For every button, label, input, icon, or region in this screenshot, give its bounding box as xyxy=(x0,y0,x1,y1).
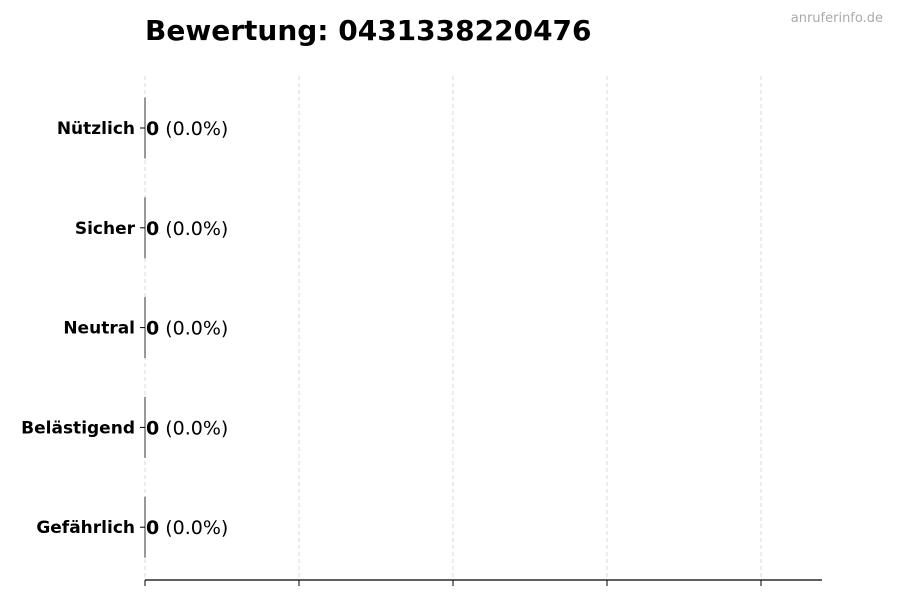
percent-label: (0.0%) xyxy=(165,318,228,340)
category-label: Neutral xyxy=(63,319,135,339)
count-label: 0 xyxy=(146,417,159,439)
axes: Nützlich Sicher Neutral Belästigend Gefährli… xyxy=(21,119,822,586)
chart-title: Bewertung: 0431338220476 xyxy=(145,14,592,47)
percent-label: (0.0%) xyxy=(165,118,228,140)
category-label: Gefährlich xyxy=(36,518,135,538)
data-label: 0 (0.0%) xyxy=(146,517,228,539)
data-label: 0 (0.0%) xyxy=(146,118,228,140)
percent-label: (0.0%) xyxy=(165,218,228,240)
data-label: 0 (0.0%) xyxy=(146,218,228,240)
category-label: Nützlich xyxy=(57,119,135,139)
grid-lines xyxy=(144,76,762,580)
percent-label: (0.0%) xyxy=(165,417,228,439)
watermark: anruferinfo.de xyxy=(791,11,883,26)
data-label: 0 (0.0%) xyxy=(146,318,228,340)
percent-label: (0.0%) xyxy=(165,517,228,539)
category-label: Belästigend xyxy=(21,418,135,438)
count-label: 0 xyxy=(146,517,159,539)
bars: 0 (0.0%) 0 (0.0%) 0 (0.0%) 0 (0.0%) 0 (0.0%) xyxy=(144,97,228,558)
count-label: 0 xyxy=(146,318,159,340)
count-label: 0 xyxy=(146,218,159,240)
count-label: 0 xyxy=(146,118,159,140)
category-label: Sicher xyxy=(75,219,136,239)
data-label: 0 (0.0%) xyxy=(146,417,228,439)
